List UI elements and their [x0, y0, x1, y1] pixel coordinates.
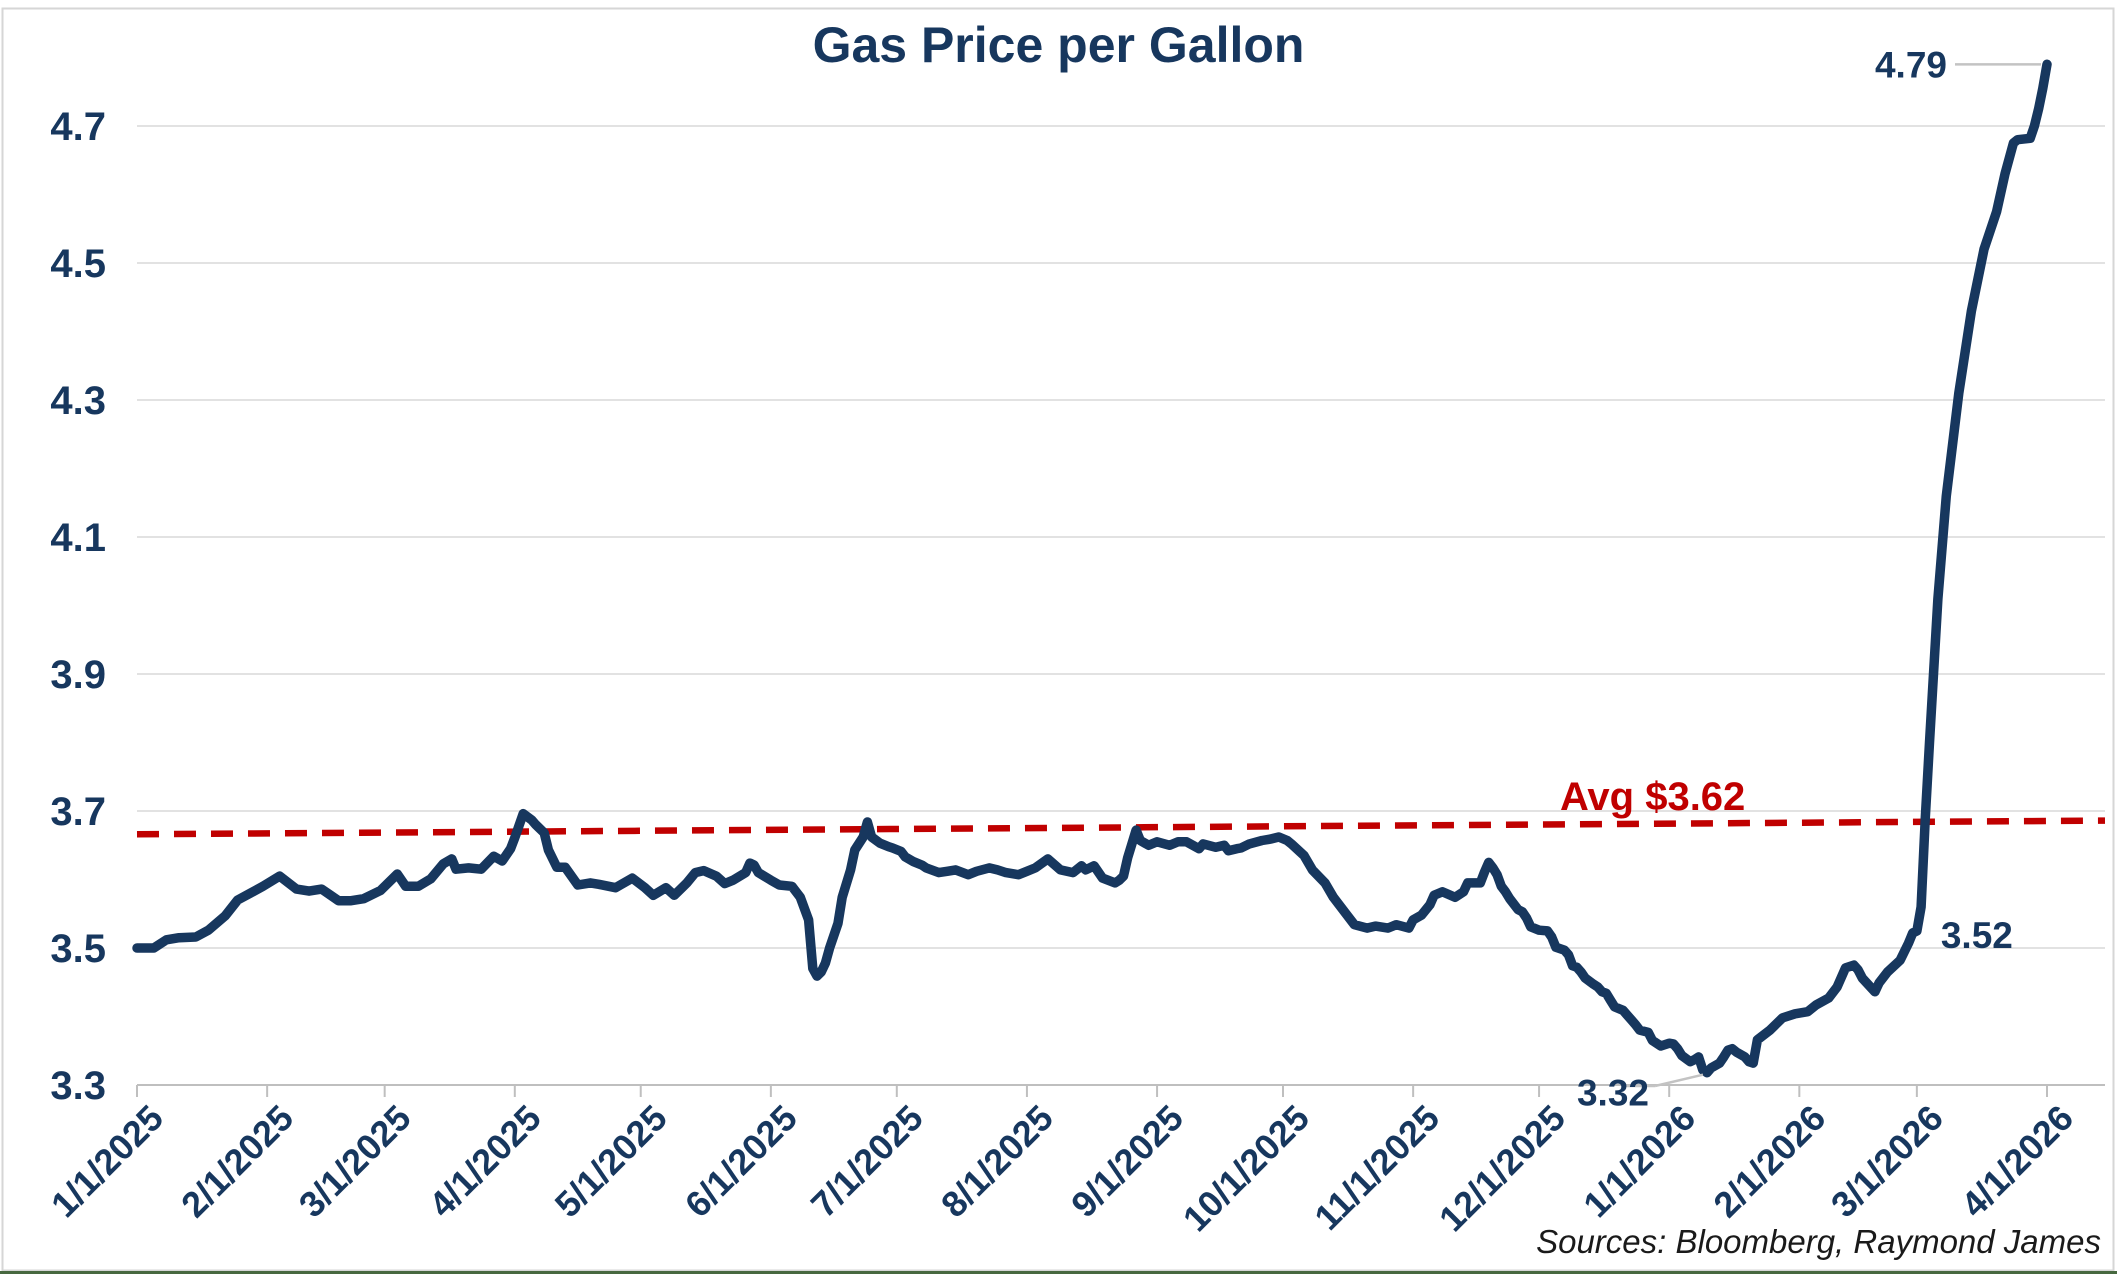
- y-tick-label: 4.7: [50, 105, 106, 149]
- x-tick-label: 2/1/2025: [173, 1097, 301, 1225]
- y-tick-label: 3.3: [50, 1064, 106, 1108]
- annotation-pre-spike: 3.52: [1941, 915, 2013, 956]
- average-dashed-line: [136, 817, 2106, 838]
- average-label: Avg $3.62: [1560, 775, 1745, 819]
- annotation-end-high: 4.79: [1875, 44, 1947, 85]
- x-tick-label: 3/1/2026: [1823, 1097, 1951, 1225]
- x-tick-label: 4/1/2026: [1953, 1097, 2081, 1225]
- x-tick-label: 10/1/2025: [1175, 1097, 1317, 1239]
- x-tick-label: 9/1/2025: [1063, 1097, 1191, 1225]
- x-tick-label: 11/1/2025: [1306, 1097, 1447, 1238]
- x-tick-label: 4/1/2025: [421, 1097, 549, 1225]
- price-line: [132, 59, 2052, 1078]
- x-tick-label: 1/1/2026: [1575, 1097, 1703, 1225]
- annotation-low: 3.32: [1577, 1073, 1649, 1114]
- x-tick-label: 2/1/2026: [1705, 1097, 1833, 1225]
- annotation-leader-low: [1654, 1073, 1704, 1088]
- y-tick-label: 4.1: [50, 516, 106, 560]
- chart-title: Gas Price per Gallon: [812, 17, 1305, 73]
- x-tick-label: 12/1/2025: [1431, 1097, 1573, 1239]
- x-tick-label: 3/1/2025: [291, 1097, 419, 1225]
- x-tick-label: 8/1/2025: [933, 1097, 1061, 1225]
- x-tick-label: 5/1/2025: [547, 1097, 675, 1225]
- chart-frame-border: [1, 7, 2115, 1272]
- bottom-green-border: [0, 1271, 2117, 1274]
- source-note: Sources: Bloomberg, Raymond James: [1536, 1223, 2101, 1260]
- x-tick-label: 7/1/2025: [803, 1097, 931, 1225]
- x-tick-label: 1/1/2025: [43, 1097, 171, 1225]
- y-tick-label: 4.3: [50, 379, 106, 423]
- y-tick-label: 3.5: [50, 927, 106, 971]
- x-tick-label: 6/1/2025: [677, 1097, 805, 1225]
- y-tick-label: 3.7: [50, 790, 106, 834]
- y-tick-label: 3.9: [50, 653, 106, 697]
- y-tick-label: 4.5: [50, 242, 106, 286]
